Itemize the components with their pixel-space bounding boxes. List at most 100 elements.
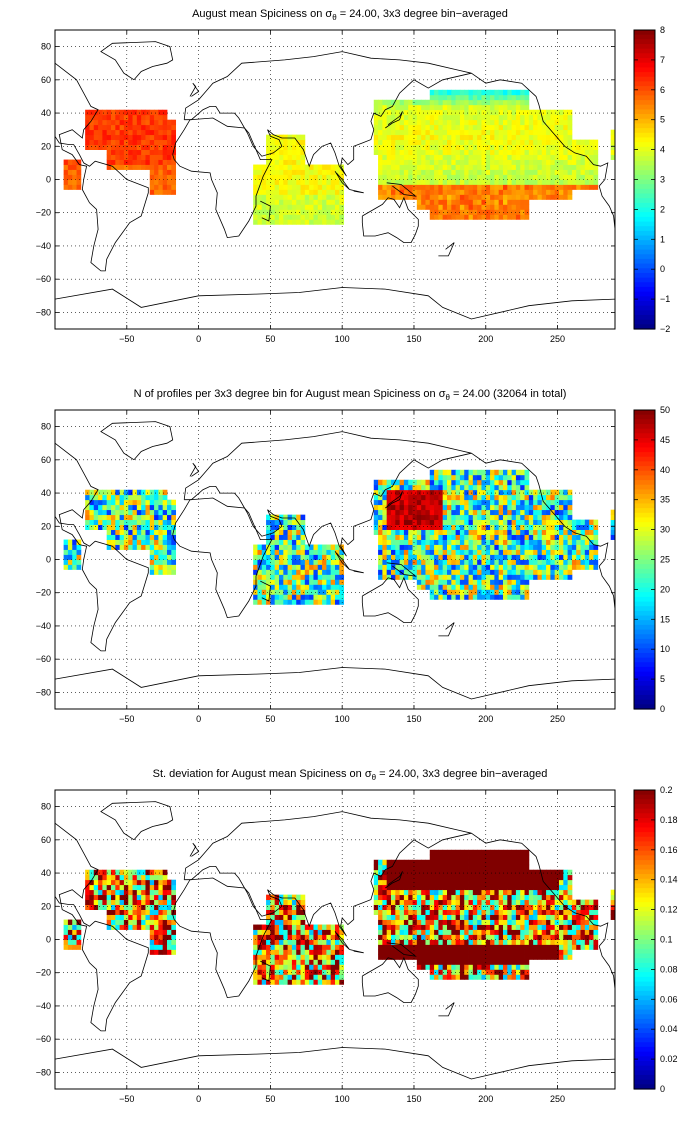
data-cell <box>416 174 422 180</box>
data-cell <box>421 174 426 180</box>
data-cell <box>425 534 431 540</box>
data-cell <box>472 119 478 126</box>
data-cell <box>434 919 439 925</box>
data-cell <box>291 589 297 595</box>
data-cell <box>468 579 474 585</box>
data-cell <box>408 139 413 146</box>
data-cell <box>498 204 504 210</box>
data-cell <box>300 144 306 150</box>
data-cell <box>266 149 271 155</box>
data-cell <box>459 139 465 146</box>
data-cell <box>399 534 405 540</box>
data-cell <box>132 539 138 545</box>
data-cell <box>98 874 103 881</box>
data-cell <box>584 179 590 185</box>
data-cell <box>412 569 418 575</box>
data-cell <box>395 944 401 950</box>
data-cell <box>477 939 482 945</box>
data-cell <box>270 969 276 975</box>
data-cell <box>76 559 82 565</box>
data-cell <box>395 514 401 521</box>
data-cell <box>429 899 435 906</box>
data-cell <box>296 954 301 960</box>
data-cell <box>464 179 469 185</box>
data-cell <box>503 164 508 170</box>
data-cell <box>330 549 336 555</box>
data-cell <box>511 174 517 180</box>
data-cell <box>395 879 401 886</box>
data-cell <box>386 559 392 565</box>
data-cell <box>541 139 547 146</box>
data-cell <box>438 514 444 521</box>
data-cell <box>447 904 452 910</box>
data-cell <box>429 894 435 901</box>
data-cell <box>425 119 431 126</box>
data-cell <box>403 924 409 930</box>
colorbar-tick-label: 8 <box>660 25 665 35</box>
data-cell <box>550 189 556 195</box>
data-cell <box>63 554 69 560</box>
colorbar-segment <box>634 132 655 139</box>
data-cell <box>326 924 332 930</box>
data-cell <box>416 119 422 126</box>
data-cell <box>274 159 280 165</box>
data-cell <box>563 174 569 180</box>
data-cell <box>490 919 495 925</box>
data-cell <box>451 144 457 150</box>
data-cell <box>123 519 129 526</box>
data-cell <box>128 144 133 150</box>
data-cell <box>421 159 426 165</box>
data-cell <box>533 509 538 516</box>
data-cell <box>511 584 517 590</box>
data-cell <box>339 979 345 985</box>
data-cell <box>391 559 396 565</box>
title-sub: θ <box>332 13 337 22</box>
data-cell <box>391 159 396 165</box>
data-cell <box>438 534 444 540</box>
data-cell <box>145 524 151 530</box>
data-cell <box>429 189 435 195</box>
data-cell <box>421 569 426 575</box>
data-cell <box>490 519 495 526</box>
data-cell <box>300 549 306 555</box>
data-cell <box>283 949 289 955</box>
data-cell <box>490 509 495 516</box>
data-cell <box>589 559 594 565</box>
data-cell <box>537 519 543 526</box>
data-cell <box>434 974 439 980</box>
data-cell <box>274 164 280 170</box>
data-cell <box>511 164 517 170</box>
data-cell <box>498 184 504 190</box>
data-cell <box>171 124 177 131</box>
data-cell <box>253 209 258 215</box>
data-cell <box>550 539 556 545</box>
data-cell <box>412 529 418 535</box>
data-cell <box>403 919 409 925</box>
data-cell <box>330 944 336 950</box>
data-cell <box>322 209 327 215</box>
data-cell <box>115 909 121 915</box>
data-cell <box>442 94 448 101</box>
data-cell <box>330 174 336 180</box>
data-cell <box>382 129 388 136</box>
data-cell <box>503 184 508 190</box>
data-cell <box>399 519 405 526</box>
data-cell <box>481 144 487 150</box>
data-cell <box>300 219 306 225</box>
data-cell <box>154 139 159 146</box>
data-cell <box>451 139 457 146</box>
data-cell <box>537 184 543 190</box>
data-cell <box>111 494 116 501</box>
data-cell <box>580 149 586 155</box>
data-cell <box>584 559 590 565</box>
data-cell <box>98 124 103 131</box>
data-cell <box>459 124 465 131</box>
data-cell <box>494 184 500 190</box>
data-cell <box>541 144 547 150</box>
data-cell <box>300 959 306 965</box>
data-cell <box>464 559 469 565</box>
data-cell <box>481 164 487 170</box>
data-cell <box>266 514 271 521</box>
data-cell <box>593 544 599 550</box>
data-cell <box>416 169 422 175</box>
